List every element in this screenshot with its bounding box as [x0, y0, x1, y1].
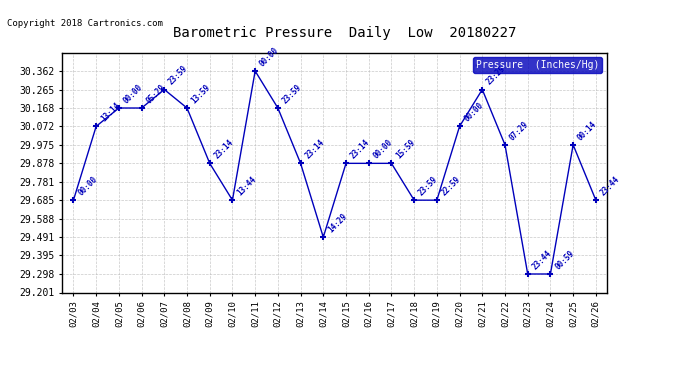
Text: 00:00: 00:00	[258, 45, 281, 68]
Text: 13:14: 13:14	[99, 101, 121, 123]
Text: 00:00: 00:00	[76, 175, 99, 197]
Text: 23:14: 23:14	[304, 138, 326, 160]
Text: Copyright 2018 Cartronics.com: Copyright 2018 Cartronics.com	[7, 19, 163, 28]
Text: 00:00: 00:00	[462, 101, 485, 123]
Text: 07:29: 07:29	[508, 119, 531, 142]
Text: 23:14: 23:14	[213, 138, 235, 160]
Text: 23:59: 23:59	[281, 82, 304, 105]
Text: 00:14: 00:14	[576, 119, 599, 142]
Text: 05:29: 05:29	[144, 82, 167, 105]
Text: 22:59: 22:59	[440, 175, 462, 197]
Text: Barometric Pressure  Daily  Low  20180227: Barometric Pressure Daily Low 20180227	[173, 26, 517, 40]
Text: 23:44: 23:44	[531, 249, 553, 271]
Legend: Pressure  (Inches/Hg): Pressure (Inches/Hg)	[473, 57, 602, 73]
Text: 14:29: 14:29	[326, 211, 348, 234]
Text: 23:44: 23:44	[599, 175, 621, 197]
Text: 15:59: 15:59	[394, 138, 417, 160]
Text: 00:59: 00:59	[553, 249, 576, 271]
Text: 23:29: 23:29	[485, 64, 508, 87]
Text: 23:59: 23:59	[417, 175, 440, 197]
Text: 13:44: 13:44	[235, 175, 258, 197]
Text: 23:14: 23:14	[348, 138, 371, 160]
Text: 00:00: 00:00	[371, 138, 394, 160]
Text: 23:59: 23:59	[167, 64, 190, 87]
Text: 13:59: 13:59	[190, 82, 213, 105]
Text: 00:00: 00:00	[121, 82, 144, 105]
